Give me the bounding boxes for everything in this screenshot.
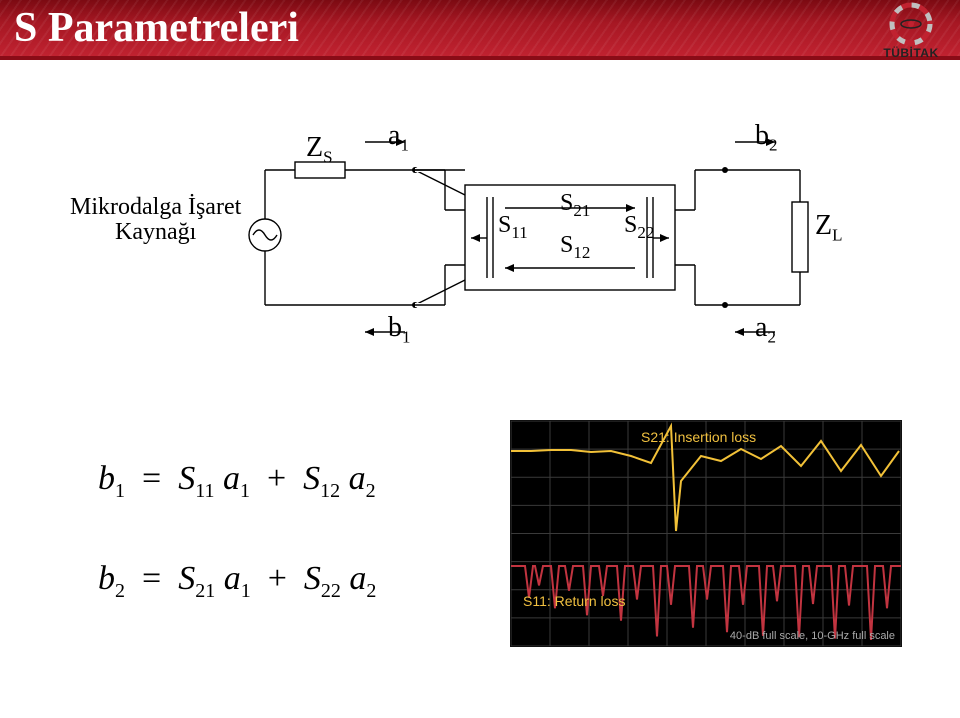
a1-label: a1: [388, 120, 409, 156]
slide-title: S Parametreleri: [14, 4, 299, 52]
equation-b1: b1 = S11 a1 + S12 a2: [98, 460, 376, 503]
b1-label: b1: [388, 312, 411, 348]
s21-label: S21: [560, 190, 590, 221]
tubitak-logo: TÜBİTAK: [876, 2, 946, 60]
s12-label: S12: [560, 232, 590, 263]
zl-label: ZL: [815, 210, 843, 246]
s11-label: S11: [498, 212, 528, 243]
zs-label: ZS: [306, 132, 333, 168]
title-bar: S Parametreleri TÜBİTAK: [0, 0, 960, 60]
s11-plot-label: S11: Return loss: [523, 593, 625, 609]
b2-label: b2: [755, 120, 778, 156]
source-label: Mikrodalga İşaret Kaynağı: [70, 195, 241, 245]
a2-label: a2: [755, 312, 776, 348]
s22-label: S22: [624, 212, 654, 243]
plot-footer: 40-dB full scale, 10-GHz full scale: [730, 630, 895, 642]
logo-label: TÜBİTAK: [876, 46, 946, 60]
s21-plot-label: S21: Insertion loss: [641, 429, 756, 445]
equation-b2: b2 = S21 a1 + S22 a2: [98, 560, 376, 603]
network-analyzer-plot: S21: Insertion loss S11: Return loss 40-…: [510, 420, 902, 647]
